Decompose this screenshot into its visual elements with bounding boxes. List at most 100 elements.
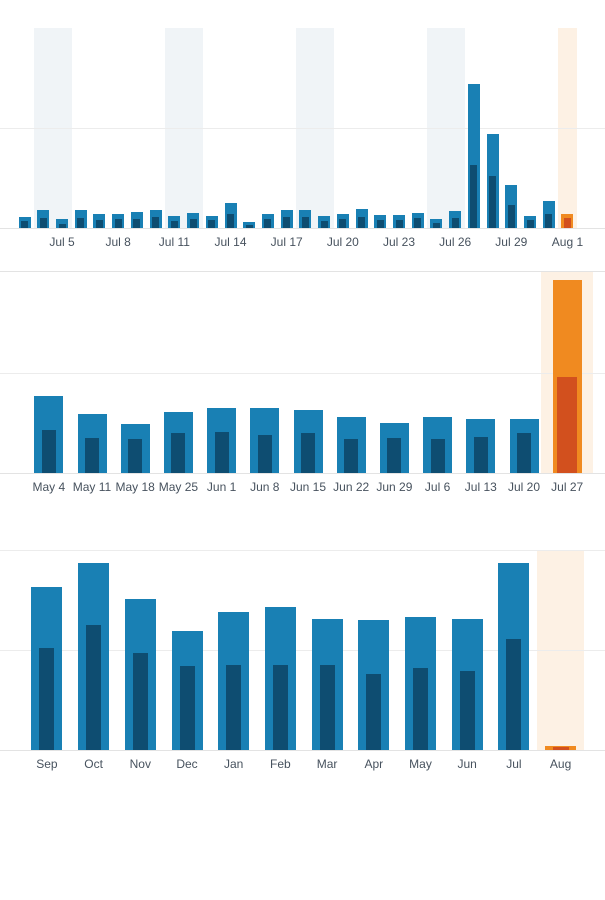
bar-inner-apr (366, 674, 382, 750)
x-axis-line (0, 473, 605, 474)
bar-inner-jul-17 (283, 217, 291, 228)
bar-inner-jun-29 (387, 438, 402, 473)
bar-inner-jul-12 (189, 219, 197, 228)
bar-inner-mar (319, 665, 335, 750)
x-axis-label-aug: Aug (549, 757, 572, 771)
bar-inner-jan (226, 665, 242, 750)
bar-inner-jul-29 (507, 205, 515, 228)
bar-inner-jun-8 (257, 435, 272, 473)
x-axis-label-oct: Oct (84, 757, 103, 771)
bar-inner-jul-3 (21, 221, 29, 228)
x-axis-label-jun-29: Jun 29 (376, 480, 413, 494)
bar-inner-jul-21 (358, 217, 366, 228)
bar-inner-jun-1 (214, 432, 229, 473)
bar-inner-jul-11 (170, 221, 178, 228)
bar-inner-jul-31 (545, 214, 553, 228)
x-axis-label-apr: Apr (364, 757, 384, 771)
bar-jul-5[interactable] (56, 219, 69, 228)
bar-inner-jul-20 (517, 433, 531, 473)
bar-inner-sep (39, 648, 55, 750)
x-axis-label-jul-20: Jul 20 (507, 480, 541, 494)
x-axis-label-jul-5: Jul 5 (49, 235, 75, 249)
bar-inner-jul-28 (489, 176, 497, 228)
bar-inner-jul-6 (430, 439, 445, 473)
x-axis-label-feb: Feb (270, 757, 291, 771)
bar-inner-jul-24 (414, 218, 422, 228)
x-axis-label-nov: Nov (129, 757, 151, 771)
x-axis-label-jan: Jan (224, 757, 244, 771)
x-axis-label-may-4: May 4 (32, 480, 66, 494)
x-axis-label-jul-26: Jul 26 (439, 235, 472, 249)
x-axis-label-jul: Jul (506, 757, 522, 771)
gridline (0, 550, 605, 551)
x-axis-label-aug-1: Aug 1 (551, 235, 584, 249)
x-axis-label-jul-17: Jul 17 (270, 235, 303, 249)
bar-inner-jul-22 (376, 220, 384, 228)
x-axis-label-jul-14: Jul 14 (214, 235, 247, 249)
bar-inner-jul-19 (320, 221, 328, 228)
bar-inner-may-4 (41, 430, 56, 473)
bar-inner-jul-10 (152, 217, 160, 228)
x-axis-label-jun: Jun (457, 757, 477, 771)
bar-inner-jul-26 (451, 218, 459, 228)
x-axis-label-jul-29: Jul 29 (495, 235, 528, 249)
bar-inner-jun (459, 671, 475, 750)
x-axis-label-jul-20: Jul 20 (326, 235, 359, 249)
bar-inner-jun-15 (301, 433, 315, 473)
bar-inner-nov (132, 653, 148, 750)
x-axis-label-jul-13: Jul 13 (464, 480, 497, 494)
bar-inner-jul-8 (114, 219, 122, 228)
x-axis-label-jun-15: Jun 15 (289, 480, 327, 494)
x-axis-label-jul-11: Jul 11 (158, 235, 190, 249)
x-axis-label-jun-1: Jun 1 (206, 480, 237, 494)
bar-inner-jul-16 (264, 219, 272, 228)
bar-inner-feb (272, 665, 288, 750)
x-axis-label-jul-23: Jul 23 (382, 235, 416, 249)
bar-inner-may-11 (85, 438, 99, 473)
chart-top-border (0, 271, 605, 272)
bar-inner-jul-7 (95, 220, 103, 228)
gridline (0, 650, 605, 651)
bar-inner-aug (552, 747, 569, 750)
bar-inner-may-25 (171, 433, 186, 473)
x-axis-label-may-25: May 25 (158, 480, 199, 494)
bar-inner-jul-25 (432, 223, 440, 228)
x-axis-label-may-18: May 18 (115, 480, 155, 494)
bar-inner-jul-13 (208, 220, 216, 228)
x-axis-label-jul-8: Jul 8 (105, 235, 131, 249)
x-axis-label-dec: Dec (176, 757, 198, 771)
bar-inner-jul (506, 639, 522, 750)
bar-inner-jul-27 (557, 377, 578, 473)
bar-inner-jul-6 (77, 218, 85, 228)
x-axis-label-jul-6: Jul 6 (424, 480, 451, 494)
gridline (0, 128, 605, 129)
x-axis-line (0, 228, 605, 229)
bar-inner-dec (179, 666, 195, 750)
bar-inner-aug-1 (563, 218, 571, 228)
x-axis-label-mar: Mar (316, 757, 338, 771)
bar-inner-jul-27 (470, 165, 478, 228)
bar-inner-jul-5 (58, 224, 66, 228)
x-axis-label-jun-22: Jun 22 (333, 480, 370, 494)
x-axis-label-may-11: May 11 (72, 480, 112, 494)
bar-inner-jul-9 (133, 219, 141, 228)
x-axis-label-jun-8: Jun 8 (250, 480, 280, 494)
gridline (0, 373, 605, 374)
bar-inner-oct (86, 625, 102, 750)
x-axis-label-may: May (409, 757, 432, 771)
bar-inner-jul-30 (526, 220, 534, 228)
bar-inner-jul-18 (301, 217, 309, 228)
x-axis-label-jul-27: Jul 27 (551, 480, 584, 494)
x-axis-line (0, 750, 605, 751)
bar-inner-jul-23 (395, 220, 403, 228)
bar-inner-jun-22 (344, 439, 359, 473)
bar-inner-may-18 (128, 439, 143, 473)
x-axis-label-sep: Sep (36, 757, 58, 771)
bar-inner-jul-20 (339, 219, 347, 228)
bar-inner-jul-15 (245, 225, 253, 228)
bar-inner-jul-4 (39, 218, 47, 228)
